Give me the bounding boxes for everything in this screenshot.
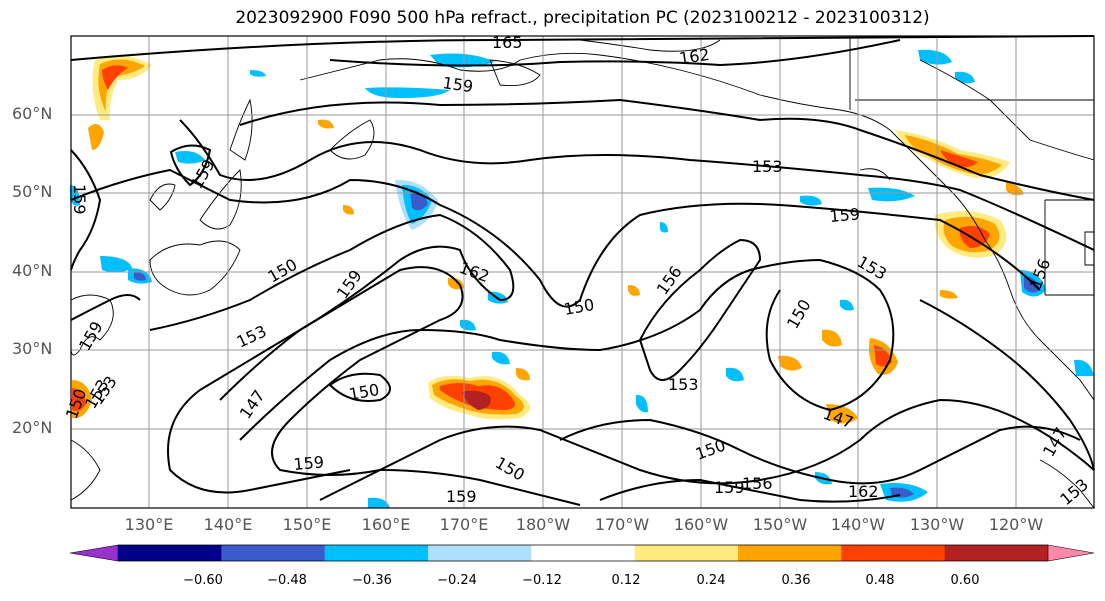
colorbar-tick: −0.12 bbox=[522, 573, 562, 588]
colorbar-tick: 0.36 bbox=[781, 573, 811, 588]
colorbar-tick: 0.60 bbox=[950, 573, 980, 588]
colorbar-tick: 0.24 bbox=[696, 573, 726, 588]
lat-label: 30°N bbox=[12, 339, 53, 358]
colorbar-segment bbox=[118, 545, 222, 561]
colorbar-segment bbox=[738, 545, 842, 561]
lat-label: 50°N bbox=[12, 182, 53, 201]
map-frame bbox=[70, 35, 1095, 509]
colorbar-tick: −0.48 bbox=[267, 573, 307, 588]
precip-shading bbox=[70, 49, 1094, 508]
colorbar-segment bbox=[944, 545, 1049, 561]
contour-label: 159 bbox=[829, 204, 861, 226]
lat-label: 20°N bbox=[12, 418, 53, 437]
contour-label: 159 bbox=[714, 478, 745, 497]
lon-label: 160°E bbox=[361, 515, 411, 534]
contour-label: 159 bbox=[293, 452, 325, 474]
map-title: 2023092900 F090 500 hPa refract., precip… bbox=[235, 8, 930, 28]
colorbar-extend-high bbox=[1047, 544, 1095, 562]
lon-label: 180°W bbox=[515, 515, 571, 534]
colorbar-segment bbox=[324, 545, 429, 561]
lon-label: 170°E bbox=[439, 515, 489, 534]
contour-label: 153 bbox=[752, 157, 783, 176]
colorbar-extend-low bbox=[69, 544, 119, 562]
coastlines bbox=[70, 36, 1095, 509]
lon-label: 140°E bbox=[203, 515, 253, 534]
colorbar-tick: 0.12 bbox=[611, 573, 641, 588]
contour-label: 159 bbox=[441, 73, 474, 96]
colorbar-segment bbox=[531, 545, 636, 561]
contour-label: 162 bbox=[678, 45, 711, 68]
contour-label: 159 bbox=[446, 487, 477, 506]
contour-label: 156 bbox=[742, 474, 773, 493]
lon-label: 130°E bbox=[124, 515, 174, 534]
colorbar-tick: −0.60 bbox=[183, 573, 223, 588]
lon-label: 170°W bbox=[594, 515, 650, 534]
contour-label: 159 bbox=[70, 184, 89, 215]
colorbar-segment bbox=[221, 545, 326, 561]
lat-label: 60°N bbox=[12, 104, 53, 123]
refractivity-contours bbox=[70, 35, 1095, 506]
colorbar-outline bbox=[118, 544, 1048, 562]
lon-label: 120°W bbox=[988, 515, 1044, 534]
lon-label: 150°E bbox=[282, 515, 332, 534]
colorbar bbox=[69, 544, 1095, 562]
lat-label: 40°N bbox=[12, 261, 53, 280]
contour-label: 153 bbox=[668, 375, 699, 394]
lon-label: 140°W bbox=[830, 515, 886, 534]
colorbar-tick: −0.24 bbox=[437, 573, 477, 588]
contour-label: 162 bbox=[848, 482, 879, 501]
colorbar-segment bbox=[428, 545, 532, 561]
contour-label: 165 bbox=[492, 33, 523, 52]
lon-label: 160°W bbox=[673, 515, 729, 534]
colorbar-segment bbox=[841, 545, 946, 561]
lon-label: 150°W bbox=[752, 515, 808, 534]
colorbar-tick: −0.36 bbox=[352, 573, 392, 588]
lon-label: 130°W bbox=[909, 515, 965, 534]
colorbar-segment bbox=[634, 545, 739, 561]
colorbar-tick: 0.48 bbox=[865, 573, 895, 588]
